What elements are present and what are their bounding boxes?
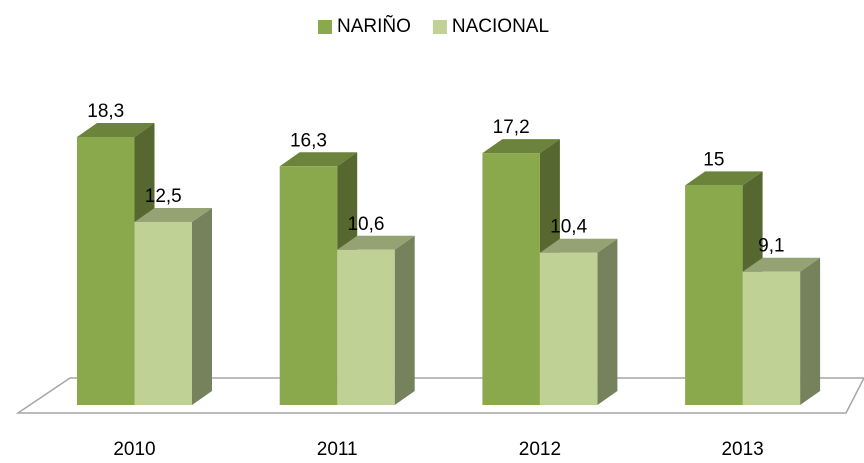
bar-front [279, 166, 338, 405]
bar-front [337, 249, 395, 405]
x-tick-label: 2012 [519, 439, 561, 460]
bar-side [597, 238, 618, 405]
bar [539, 238, 618, 405]
bar-side [394, 235, 415, 405]
x-tick-label: 2010 [113, 439, 155, 460]
bar-top [134, 207, 212, 222]
data-label: 16,3 [290, 130, 327, 151]
bar-top [685, 171, 763, 186]
data-label: 15 [703, 149, 724, 170]
data-label: 17,2 [493, 117, 530, 138]
legend-swatch [432, 20, 447, 34]
data-label: 18,3 [87, 101, 124, 122]
data-label: 10,6 [347, 214, 384, 235]
bar-front [685, 185, 743, 405]
bar-top [337, 235, 415, 250]
data-label: 10,4 [550, 217, 587, 238]
bar-side [800, 257, 821, 405]
data-label: 9,1 [758, 236, 784, 257]
bar-top [77, 123, 155, 137]
bar-side [192, 207, 212, 405]
bar-front [77, 137, 135, 405]
floor [15, 377, 864, 414]
legend-label: NACIONAL [452, 16, 549, 37]
bar-top [279, 152, 358, 167]
bar-front [134, 221, 192, 405]
bar-front [482, 153, 540, 405]
bar-front [742, 271, 801, 405]
x-tick-label: 2013 [721, 439, 763, 460]
bar [482, 139, 560, 405]
bar-front [539, 252, 598, 405]
bar-top [742, 257, 821, 272]
bar [134, 207, 212, 405]
x-tick-label: 2011 [317, 439, 358, 460]
bar [337, 235, 415, 405]
bar [742, 257, 821, 405]
legend-swatch [318, 20, 332, 34]
bar-top [482, 139, 560, 154]
data-label: 12,5 [145, 186, 182, 207]
legend-label: NARIÑO [337, 15, 411, 37]
bar-top [539, 238, 618, 253]
